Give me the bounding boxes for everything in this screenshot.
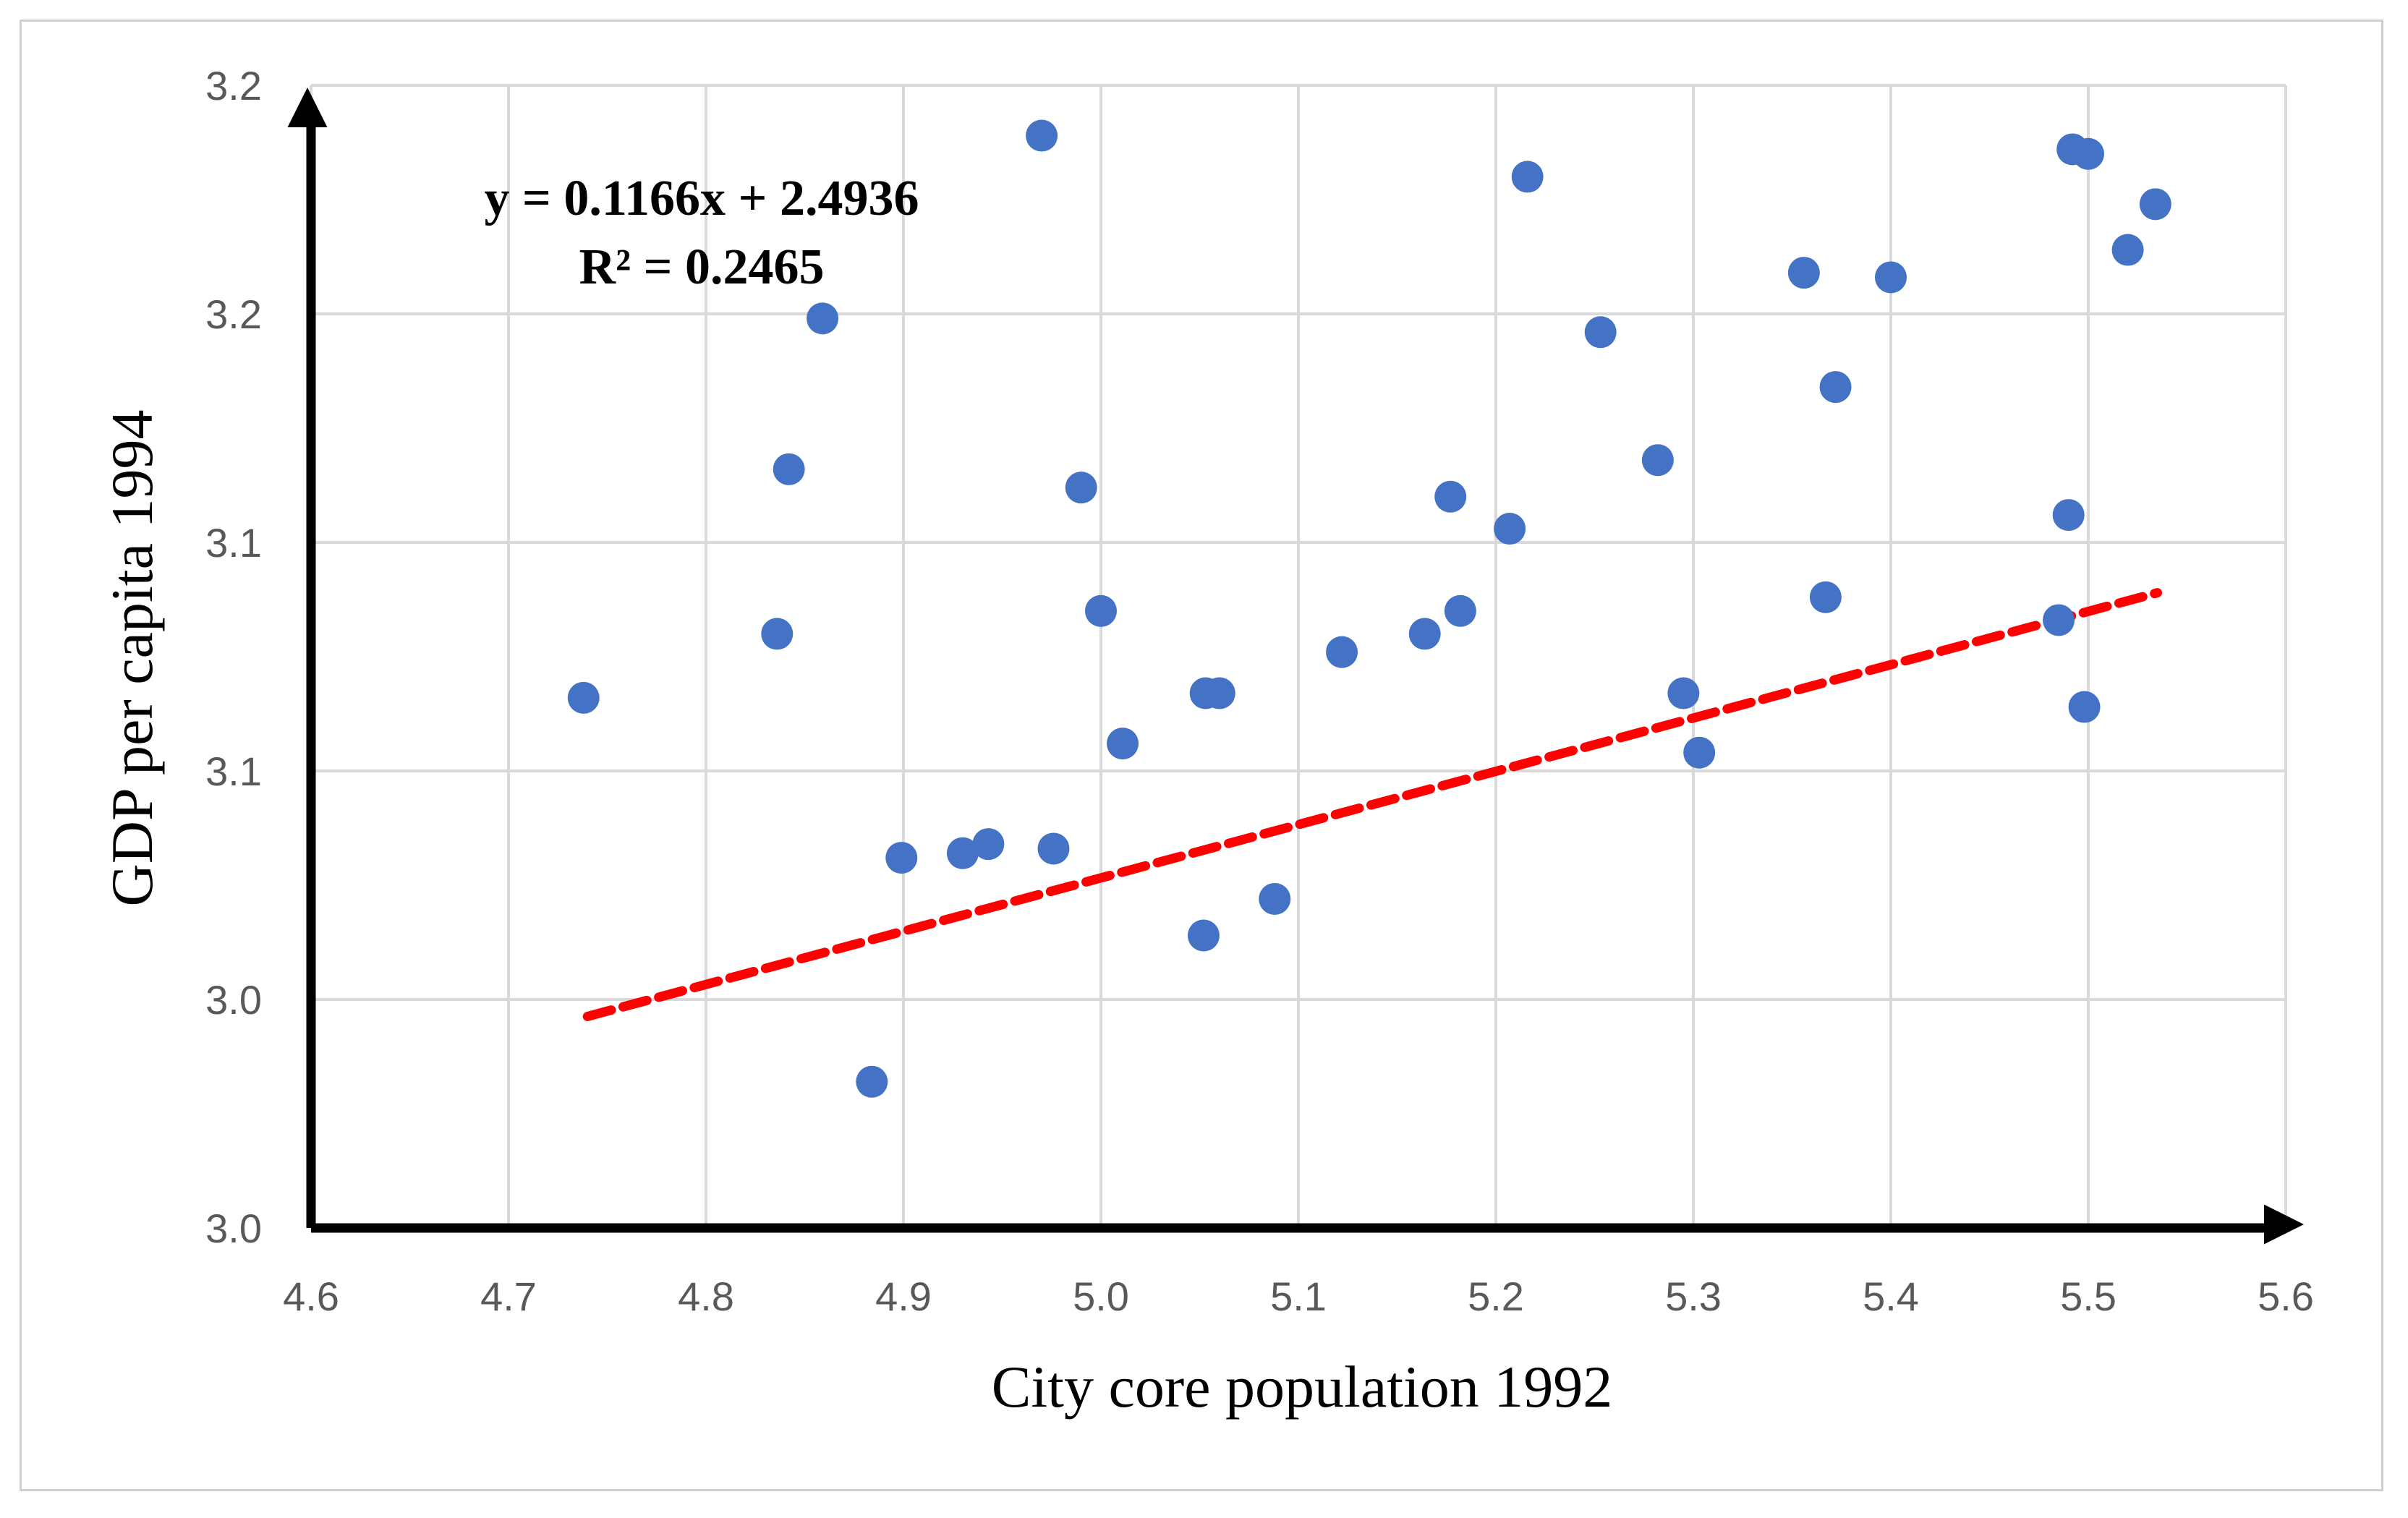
y-tick-label-5: 3.2 bbox=[205, 63, 262, 108]
data-point-10 bbox=[1065, 472, 1097, 504]
data-point-30 bbox=[1875, 261, 1907, 294]
trendline bbox=[582, 588, 2163, 1021]
x-tick-label-9: 5.5 bbox=[2060, 1274, 2116, 1319]
data-point-3 bbox=[807, 302, 839, 335]
data-point-27 bbox=[1787, 257, 1820, 289]
trendline-r-squared: R² = 0.2465 bbox=[579, 239, 825, 295]
x-tick-label-8: 5.4 bbox=[1863, 1274, 1919, 1319]
x-tick-label-1: 4.7 bbox=[480, 1274, 537, 1319]
point-layer bbox=[567, 119, 2171, 1098]
data-point-26 bbox=[1683, 736, 1716, 769]
data-point-11 bbox=[1085, 594, 1117, 627]
data-point-8 bbox=[1026, 119, 1058, 152]
trend-layer bbox=[582, 588, 2163, 1021]
data-point-1 bbox=[761, 618, 794, 650]
data-point-21 bbox=[1494, 513, 1526, 545]
tick-layer: 4.6 4.7 4.8 4.9 5.0 5.1 5.2 5.3 5.4 5.5 5.6 3.0 3.0 3… bbox=[205, 63, 2314, 1319]
chart-frame bbox=[20, 20, 2383, 1491]
data-point-2 bbox=[773, 453, 805, 485]
data-point-5 bbox=[885, 842, 918, 874]
data-point-31 bbox=[2043, 604, 2075, 636]
data-point-37 bbox=[2139, 188, 2171, 221]
x-tick-label-4: 5.0 bbox=[1073, 1274, 1129, 1319]
data-point-24 bbox=[1641, 444, 1674, 477]
data-point-16 bbox=[1259, 882, 1291, 915]
data-point-19 bbox=[1434, 480, 1467, 513]
data-point-29 bbox=[1819, 371, 1852, 404]
data-point-20 bbox=[1444, 594, 1476, 627]
x-tick-label-6: 5.2 bbox=[1468, 1274, 1524, 1319]
data-point-36 bbox=[2111, 234, 2144, 266]
x-tick-label-5: 5.1 bbox=[1270, 1274, 1327, 1319]
x-axis-title: City core population 1992 bbox=[992, 1354, 1613, 1420]
y-tick-label-2: 3.1 bbox=[205, 749, 262, 794]
data-point-22 bbox=[1511, 161, 1544, 193]
data-point-18 bbox=[1408, 618, 1441, 650]
data-point-25 bbox=[1667, 677, 1700, 709]
x-tick-label-3: 4.9 bbox=[875, 1274, 932, 1319]
data-point-15 bbox=[1203, 677, 1235, 709]
y-axis-title: GDP per capita 1994 bbox=[99, 410, 165, 907]
data-point-9 bbox=[1037, 832, 1070, 865]
data-point-17 bbox=[1326, 636, 1358, 668]
data-point-7 bbox=[972, 828, 1005, 861]
y-tick-label-4: 3.2 bbox=[205, 291, 262, 337]
data-point-12 bbox=[1107, 728, 1139, 760]
data-point-4 bbox=[856, 1065, 888, 1098]
data-point-0 bbox=[567, 681, 600, 714]
data-point-6 bbox=[946, 837, 979, 869]
data-point-35 bbox=[2072, 137, 2104, 170]
x-tick-label-0: 4.6 bbox=[283, 1274, 339, 1319]
data-point-13 bbox=[1187, 919, 1220, 952]
data-point-32 bbox=[2052, 499, 2085, 532]
data-point-34 bbox=[2068, 691, 2101, 723]
data-point-23 bbox=[1584, 316, 1617, 349]
axis-layer bbox=[287, 88, 2304, 1245]
x-tick-label-10: 5.6 bbox=[2258, 1274, 2314, 1319]
data-point-28 bbox=[1809, 581, 1842, 613]
x-tick-label-7: 5.3 bbox=[1665, 1274, 1722, 1319]
x-tick-label-2: 4.8 bbox=[678, 1274, 734, 1319]
trendline-equation: y = 0.1166x + 2.4936 bbox=[485, 171, 919, 226]
y-tick-label-0: 3.0 bbox=[205, 1206, 262, 1251]
y-tick-label-1: 3.0 bbox=[205, 977, 262, 1023]
y-tick-label-3: 3.1 bbox=[205, 520, 262, 566]
